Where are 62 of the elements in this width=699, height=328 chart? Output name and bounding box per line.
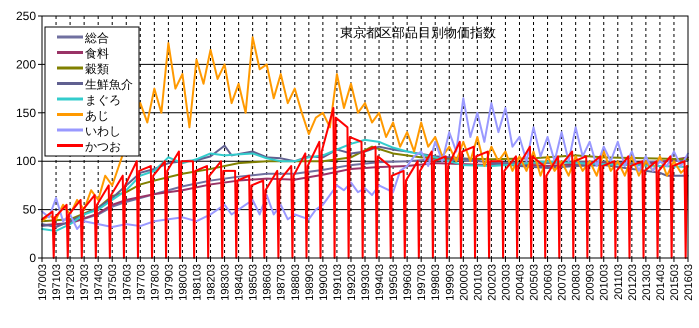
x-tick-label: 199603 (402, 264, 414, 301)
legend-label: まぐろ (85, 93, 121, 107)
x-tick-label: 197303 (79, 264, 92, 301)
x-tick-label: 197103 (51, 264, 64, 301)
x-tick-label: 200603 (542, 264, 555, 301)
x-tick-label: 197803 (149, 264, 162, 301)
x-tick-label: 200203 (486, 264, 498, 301)
x-tick-label: 197503 (107, 264, 120, 301)
legend-label: 総合 (84, 31, 109, 45)
x-tick-label: 197603 (121, 264, 134, 301)
legend-label: 穀類 (85, 62, 109, 76)
x-tick-label: 199003 (318, 264, 330, 301)
x-tick-label: 200403 (514, 264, 526, 301)
x-tick-label: 199103 (332, 264, 344, 301)
x-tick-label: 198503 (248, 264, 260, 301)
x-tick-label: 200103 (472, 264, 484, 301)
y-tick-label: 0 (29, 251, 36, 265)
x-tick-label: 198203 (206, 264, 218, 301)
x-tick-label: 200003 (458, 264, 470, 301)
x-tick-label: 201503 (668, 264, 681, 301)
x-tick-label: 199803 (430, 264, 442, 301)
x-tick-label: 199203 (346, 264, 358, 301)
x-tick-label: 201403 (654, 264, 667, 301)
x-tick-label: 201003 (598, 264, 611, 301)
x-tick-label: 198603 (262, 264, 274, 301)
x-tick-label: 199303 (360, 264, 372, 301)
legend-label: いわし (85, 124, 121, 138)
legend-label: 食料 (85, 46, 109, 60)
x-tick-label: 197703 (135, 264, 148, 301)
x-tick-label: 201603 (683, 264, 695, 301)
text: 東京都区部品目別物価指数 (340, 25, 496, 40)
y-tick-label: 150 (16, 106, 36, 120)
legend-label: 生鮮魚介 (85, 78, 133, 92)
x-tick-label: 199503 (388, 264, 400, 301)
x-tick-label: 200503 (528, 264, 541, 301)
x-tick-label: 198903 (304, 264, 316, 301)
x-tick-label: 198803 (290, 264, 302, 301)
x-tick-label: 199903 (444, 264, 456, 301)
x-tick-label: 201103 (612, 264, 625, 300)
x-tick-label: 197003 (37, 264, 49, 301)
x-tick-label: 200303 (500, 264, 512, 301)
y-tick-label: 100 (16, 154, 36, 168)
x-tick-label: 197403 (93, 264, 106, 301)
y-tick-label: 50 (22, 202, 36, 217)
y-tick-label: 250 (16, 9, 36, 23)
x-tick-label: 198403 (234, 264, 246, 301)
legend-label: あじ (85, 108, 109, 122)
x-tick-label: 199403 (374, 264, 386, 301)
x-tick-label: 198303 (220, 264, 232, 301)
x-tick-label: 199703 (416, 264, 428, 301)
x-tick-label: 201203 (626, 264, 639, 301)
x-tick-label: 198703 (276, 264, 288, 301)
x-tick-label: 200703 (556, 264, 569, 301)
y-tick-label: 200 (16, 57, 36, 72)
x-tick-label: 198103 (191, 264, 204, 301)
x-tick-label: 197203 (65, 264, 78, 301)
x-tick-label: 200903 (584, 264, 597, 301)
x-tick-label: 197903 (163, 264, 176, 301)
x-tick-label: 200803 (570, 264, 583, 301)
x-tick-label: 198003 (177, 264, 190, 301)
legend-label: かつお (85, 140, 121, 154)
x-tick-label: 201303 (640, 264, 653, 301)
